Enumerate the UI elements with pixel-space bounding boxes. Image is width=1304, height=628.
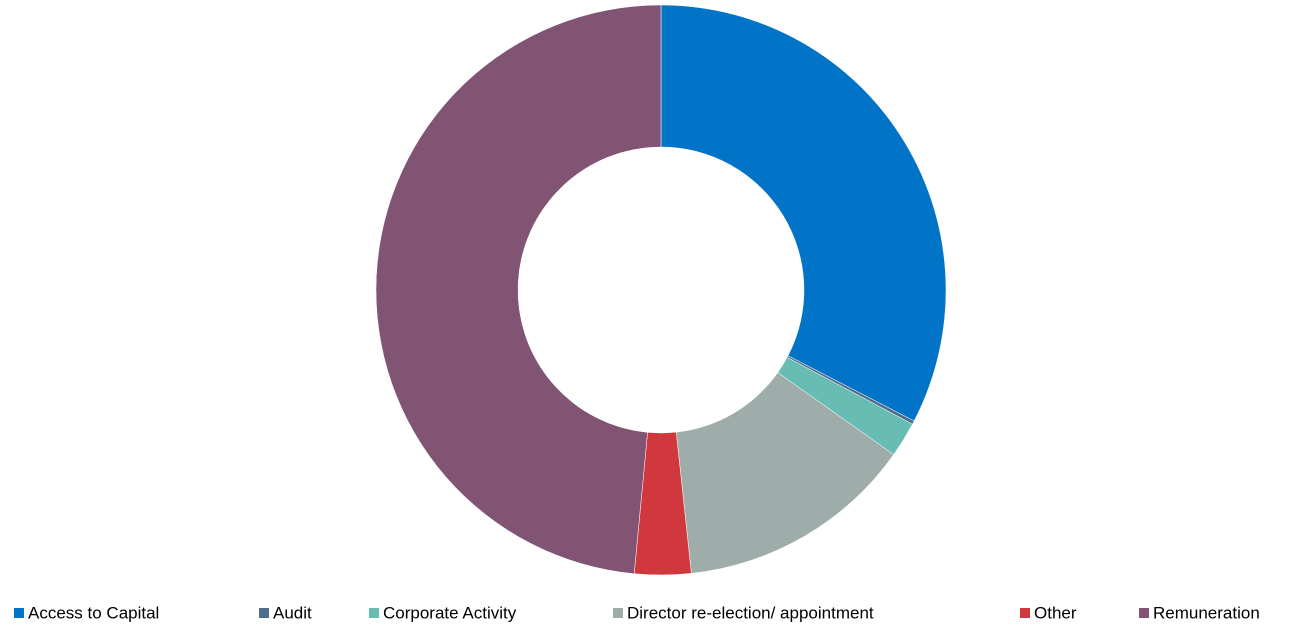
legend-swatch: [14, 608, 24, 618]
legend-label: Access to Capital: [28, 603, 159, 622]
donut-slice: [675, 372, 895, 574]
donut-slice: [660, 4, 947, 422]
legend-swatch: [613, 608, 623, 618]
legend-label: Director re-election/ appointment: [627, 603, 874, 622]
legend-swatch: [1020, 608, 1030, 618]
legend-swatch: [1139, 608, 1149, 618]
legend-label: Remuneration: [1153, 603, 1260, 622]
legend-label: Corporate Activity: [383, 603, 517, 622]
legend-label: Audit: [273, 603, 312, 622]
legend-label: Other: [1034, 603, 1077, 622]
legend-swatch: [259, 608, 269, 618]
donut-slice: [375, 4, 662, 575]
legend-swatch: [369, 608, 379, 618]
